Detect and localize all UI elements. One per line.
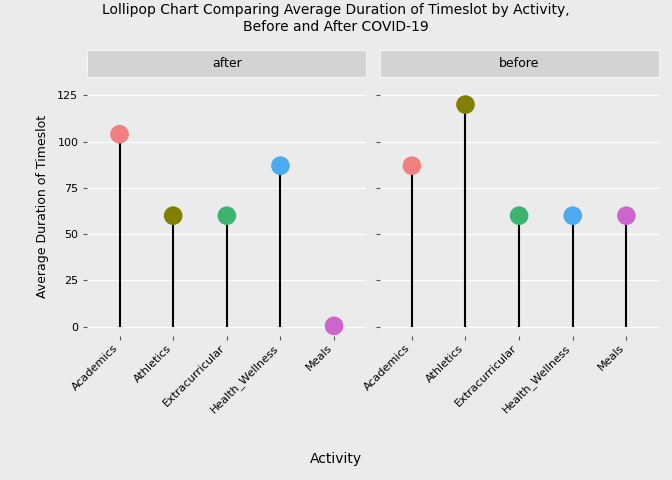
Point [222,212,233,219]
Point [329,322,339,330]
Text: Lollipop Chart Comparing Average Duration of Timeslot by Activity,
Before and Af: Lollipop Chart Comparing Average Duratio… [102,3,570,34]
Point [407,162,417,169]
Point [275,162,286,169]
Point [567,212,578,219]
Point [168,212,179,219]
Point [460,101,471,108]
Point [621,212,632,219]
Point [114,131,125,138]
Point [513,212,524,219]
Text: after: after [212,57,242,70]
Y-axis label: Average Duration of Timeslot: Average Duration of Timeslot [36,115,49,298]
Text: before: before [499,57,540,70]
Text: Activity: Activity [310,452,362,466]
